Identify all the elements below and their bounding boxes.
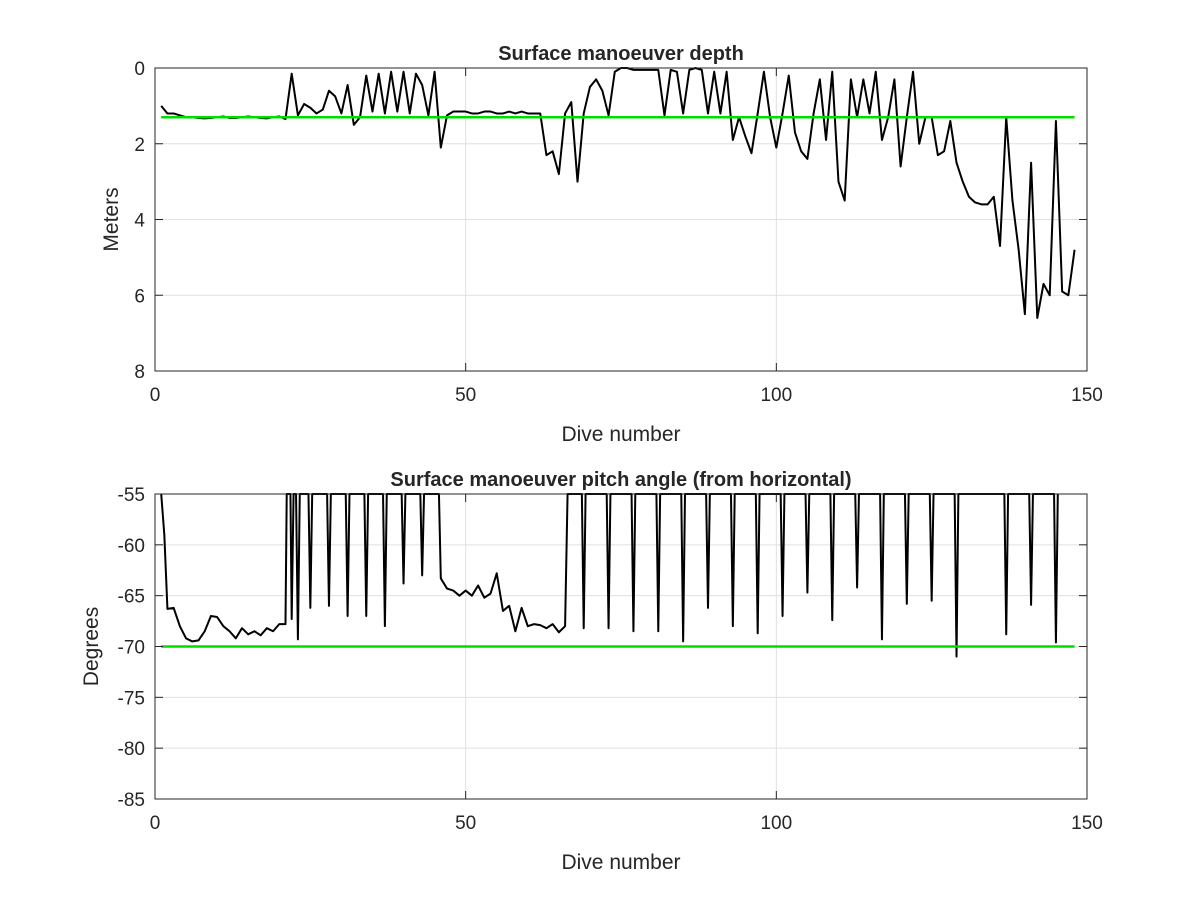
y-tick-label: -60 xyxy=(118,536,145,557)
x-tick-label: 150 xyxy=(1071,813,1103,834)
y-axis-label: Degrees xyxy=(80,607,103,686)
chart-title: Surface manoeuver depth xyxy=(498,43,744,65)
x-tick-label: 50 xyxy=(455,385,476,406)
x-tick-label: 50 xyxy=(455,813,476,834)
x-tick-label: 150 xyxy=(1071,385,1103,406)
y-tick-label: 2 xyxy=(134,135,145,156)
depth-chart: 0 50 100 150 0 2 4 6 8 Surface manoeuver depth Div… xyxy=(100,43,1103,446)
y-tick-label: 8 xyxy=(134,362,145,383)
y-tick-label: -55 xyxy=(118,485,145,506)
y-tick-label: 6 xyxy=(134,286,145,307)
x-tick-label: 0 xyxy=(150,813,161,834)
chart-title: Surface manoeuver pitch angle (from hori… xyxy=(390,469,851,491)
x-axis-label: Dive number xyxy=(561,423,680,446)
x-tick-label: 100 xyxy=(760,385,792,406)
x-tick-label: 100 xyxy=(760,813,792,834)
y-tick-label: -65 xyxy=(118,587,145,608)
data-series-line xyxy=(160,493,1059,658)
pitch-chart: 0 50 100 150 -85 -80 -75 -70 -65 -60 -55 Surface ma… xyxy=(80,469,1103,874)
y-tick-label: 4 xyxy=(134,211,145,232)
y-tick-label: -80 xyxy=(118,739,145,760)
y-tick-label: -85 xyxy=(118,790,145,811)
y-tick-label: -70 xyxy=(118,638,145,659)
y-tick-label: 0 xyxy=(134,59,145,80)
x-axis-label: Dive number xyxy=(561,851,680,874)
y-tick-label: -75 xyxy=(118,688,145,709)
data-series-line xyxy=(160,67,1076,319)
x-tick-label: 0 xyxy=(150,385,161,406)
y-axis-label: Meters xyxy=(100,187,123,251)
